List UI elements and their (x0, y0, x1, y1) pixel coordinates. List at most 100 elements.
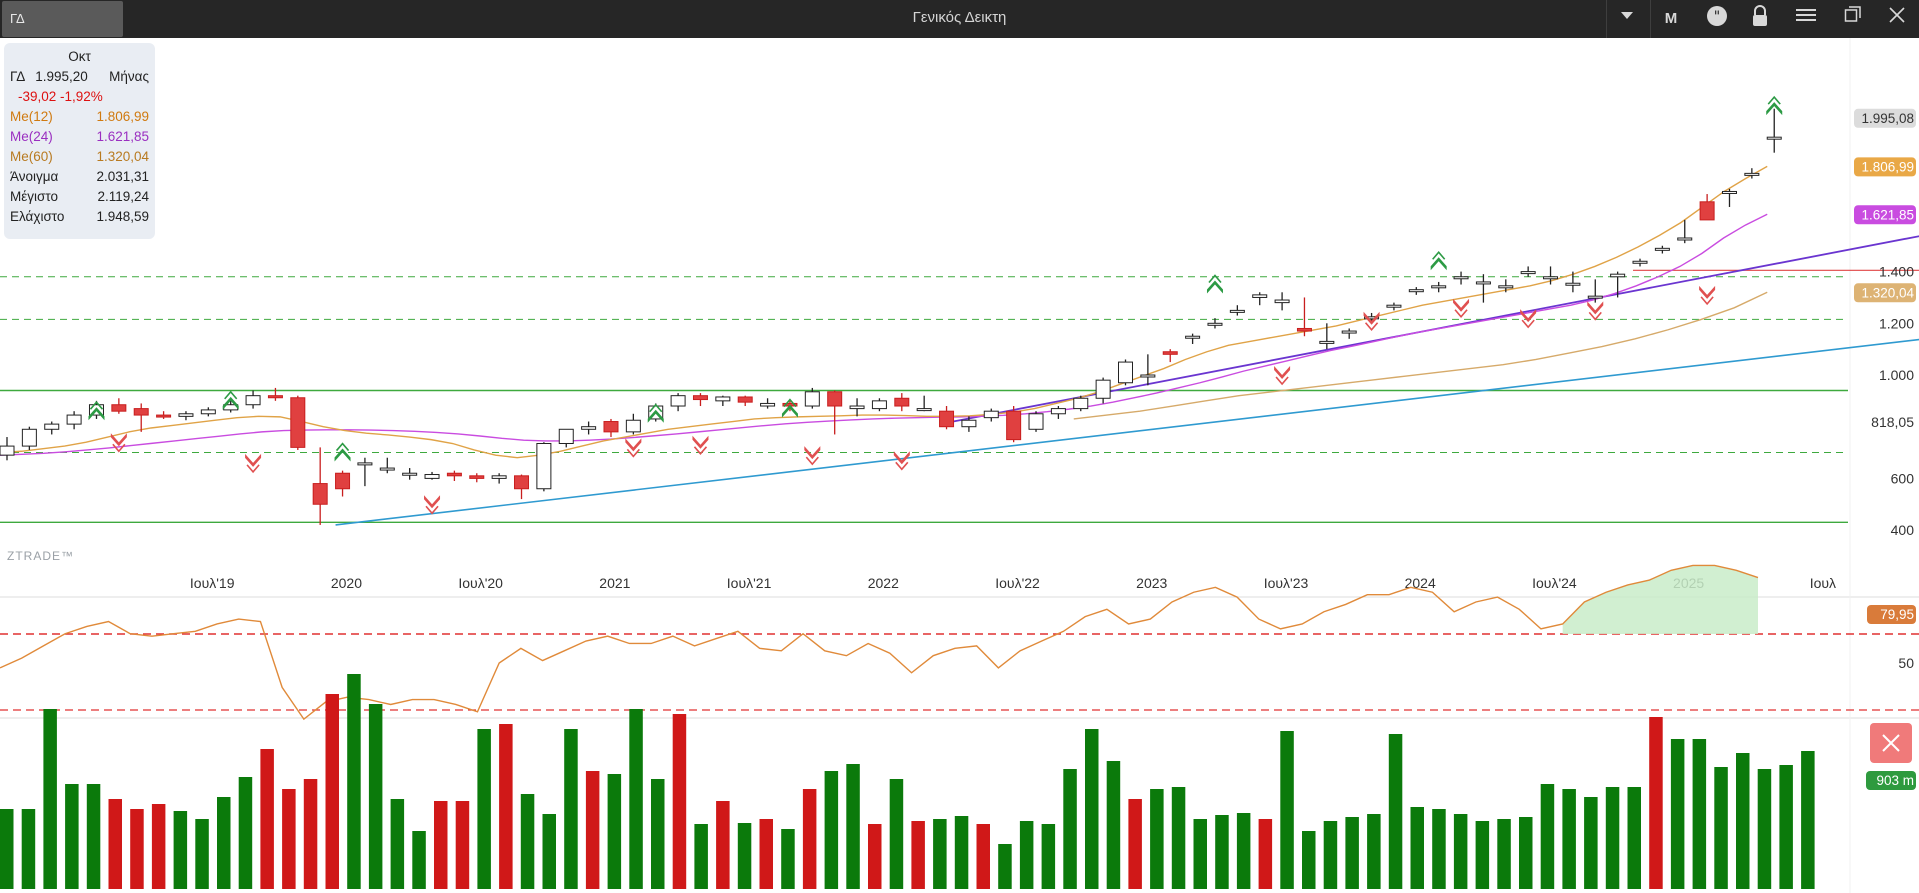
candle-body[interactable] (133, 408, 149, 416)
candle-body[interactable] (1296, 327, 1312, 332)
candle-body[interactable] (1050, 408, 1066, 415)
candle[interactable] (1364, 312, 1380, 321)
chart-canvas[interactable]: 2.0001.8001.4001.2001.000818,056004001.9… (0, 38, 1919, 893)
candle[interactable] (44, 421, 60, 435)
candle-body[interactable] (469, 475, 485, 479)
candle-body[interactable] (737, 396, 753, 403)
candle[interactable] (1744, 168, 1760, 179)
candle-body[interactable] (894, 397, 910, 407)
candle-body[interactable] (290, 397, 306, 448)
candle[interactable] (1229, 305, 1245, 316)
candle[interactable] (514, 474, 530, 500)
candle-body[interactable] (379, 467, 395, 471)
candle[interactable] (111, 398, 127, 414)
candle[interactable] (804, 387, 820, 409)
candle-body[interactable] (961, 419, 977, 428)
candle[interactable] (1721, 188, 1737, 207)
candle-body[interactable] (1162, 351, 1178, 355)
candle-body[interactable] (715, 396, 731, 402)
candle[interactable] (0, 437, 15, 461)
candle[interactable] (1498, 279, 1514, 293)
chevron-down-icon[interactable] (1610, 5, 1644, 33)
candle-body[interactable] (603, 421, 619, 433)
candle-body[interactable] (1721, 190, 1737, 194)
candle[interactable] (1431, 281, 1447, 293)
candle-body[interactable] (1543, 276, 1559, 280)
candle-body[interactable] (1118, 361, 1133, 384)
candle-body[interactable] (670, 395, 686, 407)
candle-body[interactable] (1185, 335, 1201, 339)
candle-body[interactable] (1520, 271, 1536, 275)
candle[interactable] (312, 447, 328, 525)
candle-body[interactable] (402, 472, 418, 476)
candle[interactable] (603, 418, 619, 438)
candle[interactable] (558, 428, 574, 448)
candle[interactable] (1654, 245, 1670, 254)
candle[interactable] (983, 408, 999, 422)
candle[interactable] (1207, 318, 1223, 329)
candle-body[interactable] (1274, 299, 1290, 304)
candle-body[interactable] (111, 404, 127, 412)
candle-body[interactable] (625, 419, 641, 433)
candle[interactable] (290, 395, 306, 450)
candle[interactable] (961, 416, 977, 432)
candle[interactable] (1632, 258, 1648, 267)
candle[interactable] (1475, 274, 1491, 303)
candle-body[interactable] (558, 428, 574, 445)
candle-body[interactable] (1095, 379, 1111, 399)
candle-body[interactable] (44, 423, 60, 430)
restore-window-icon[interactable] (1836, 5, 1870, 33)
candle-body[interactable] (66, 414, 82, 425)
candle[interactable] (1073, 395, 1089, 412)
candle[interactable] (1565, 271, 1581, 293)
candle-body[interactable] (1677, 237, 1693, 241)
candle[interactable] (916, 395, 932, 412)
candle[interactable] (1610, 271, 1626, 298)
candle-body[interactable] (156, 414, 172, 418)
candle[interactable] (66, 411, 82, 430)
candle[interactable] (1453, 271, 1469, 285)
candle[interactable] (625, 413, 641, 435)
candle-body[interactable] (983, 410, 999, 419)
candle[interactable] (491, 473, 507, 484)
candle-body[interactable] (1319, 340, 1335, 344)
candle-body[interactable] (939, 410, 955, 428)
candle[interactable] (581, 421, 597, 435)
candle-body[interactable] (335, 472, 351, 490)
candle-body[interactable] (514, 475, 530, 490)
candle[interactable] (1274, 292, 1290, 311)
lock-icon[interactable] (1743, 5, 1777, 33)
candle-body[interactable] (178, 413, 194, 417)
candlesticks[interactable] (0, 108, 1782, 525)
candle-body[interactable] (312, 483, 328, 505)
candle-body[interactable] (1453, 276, 1469, 280)
candle-body[interactable] (491, 475, 507, 479)
candle-body[interactable] (1632, 260, 1648, 264)
candle[interactable] (670, 393, 686, 412)
candle[interactable] (871, 398, 887, 412)
candle-body[interactable] (1140, 374, 1156, 378)
candle[interactable] (133, 403, 149, 432)
candle[interactable] (1543, 266, 1559, 285)
candle[interactable] (1520, 266, 1536, 277)
candle-body[interactable] (1386, 304, 1402, 308)
candle-body[interactable] (804, 391, 820, 407)
candle-body[interactable] (1766, 136, 1782, 140)
candle-body[interactable] (424, 474, 440, 479)
menu-icon[interactable] (1789, 5, 1823, 33)
candle-body[interactable] (1431, 285, 1447, 289)
candle-body[interactable] (1341, 330, 1357, 334)
candle-body[interactable] (581, 426, 597, 430)
candle[interactable] (1319, 323, 1335, 350)
candle[interactable] (1677, 219, 1693, 244)
candle-body[interactable] (692, 395, 708, 401)
candle[interactable] (1006, 406, 1022, 443)
candle-body[interactable] (446, 472, 462, 477)
candle[interactable] (1162, 349, 1178, 363)
candle[interactable] (1095, 377, 1111, 404)
candle[interactable] (1050, 406, 1066, 419)
candle-body[interactable] (1408, 289, 1424, 293)
candle[interactable] (1028, 411, 1044, 432)
candle[interactable] (1118, 359, 1133, 386)
candle-body[interactable] (1610, 273, 1626, 278)
